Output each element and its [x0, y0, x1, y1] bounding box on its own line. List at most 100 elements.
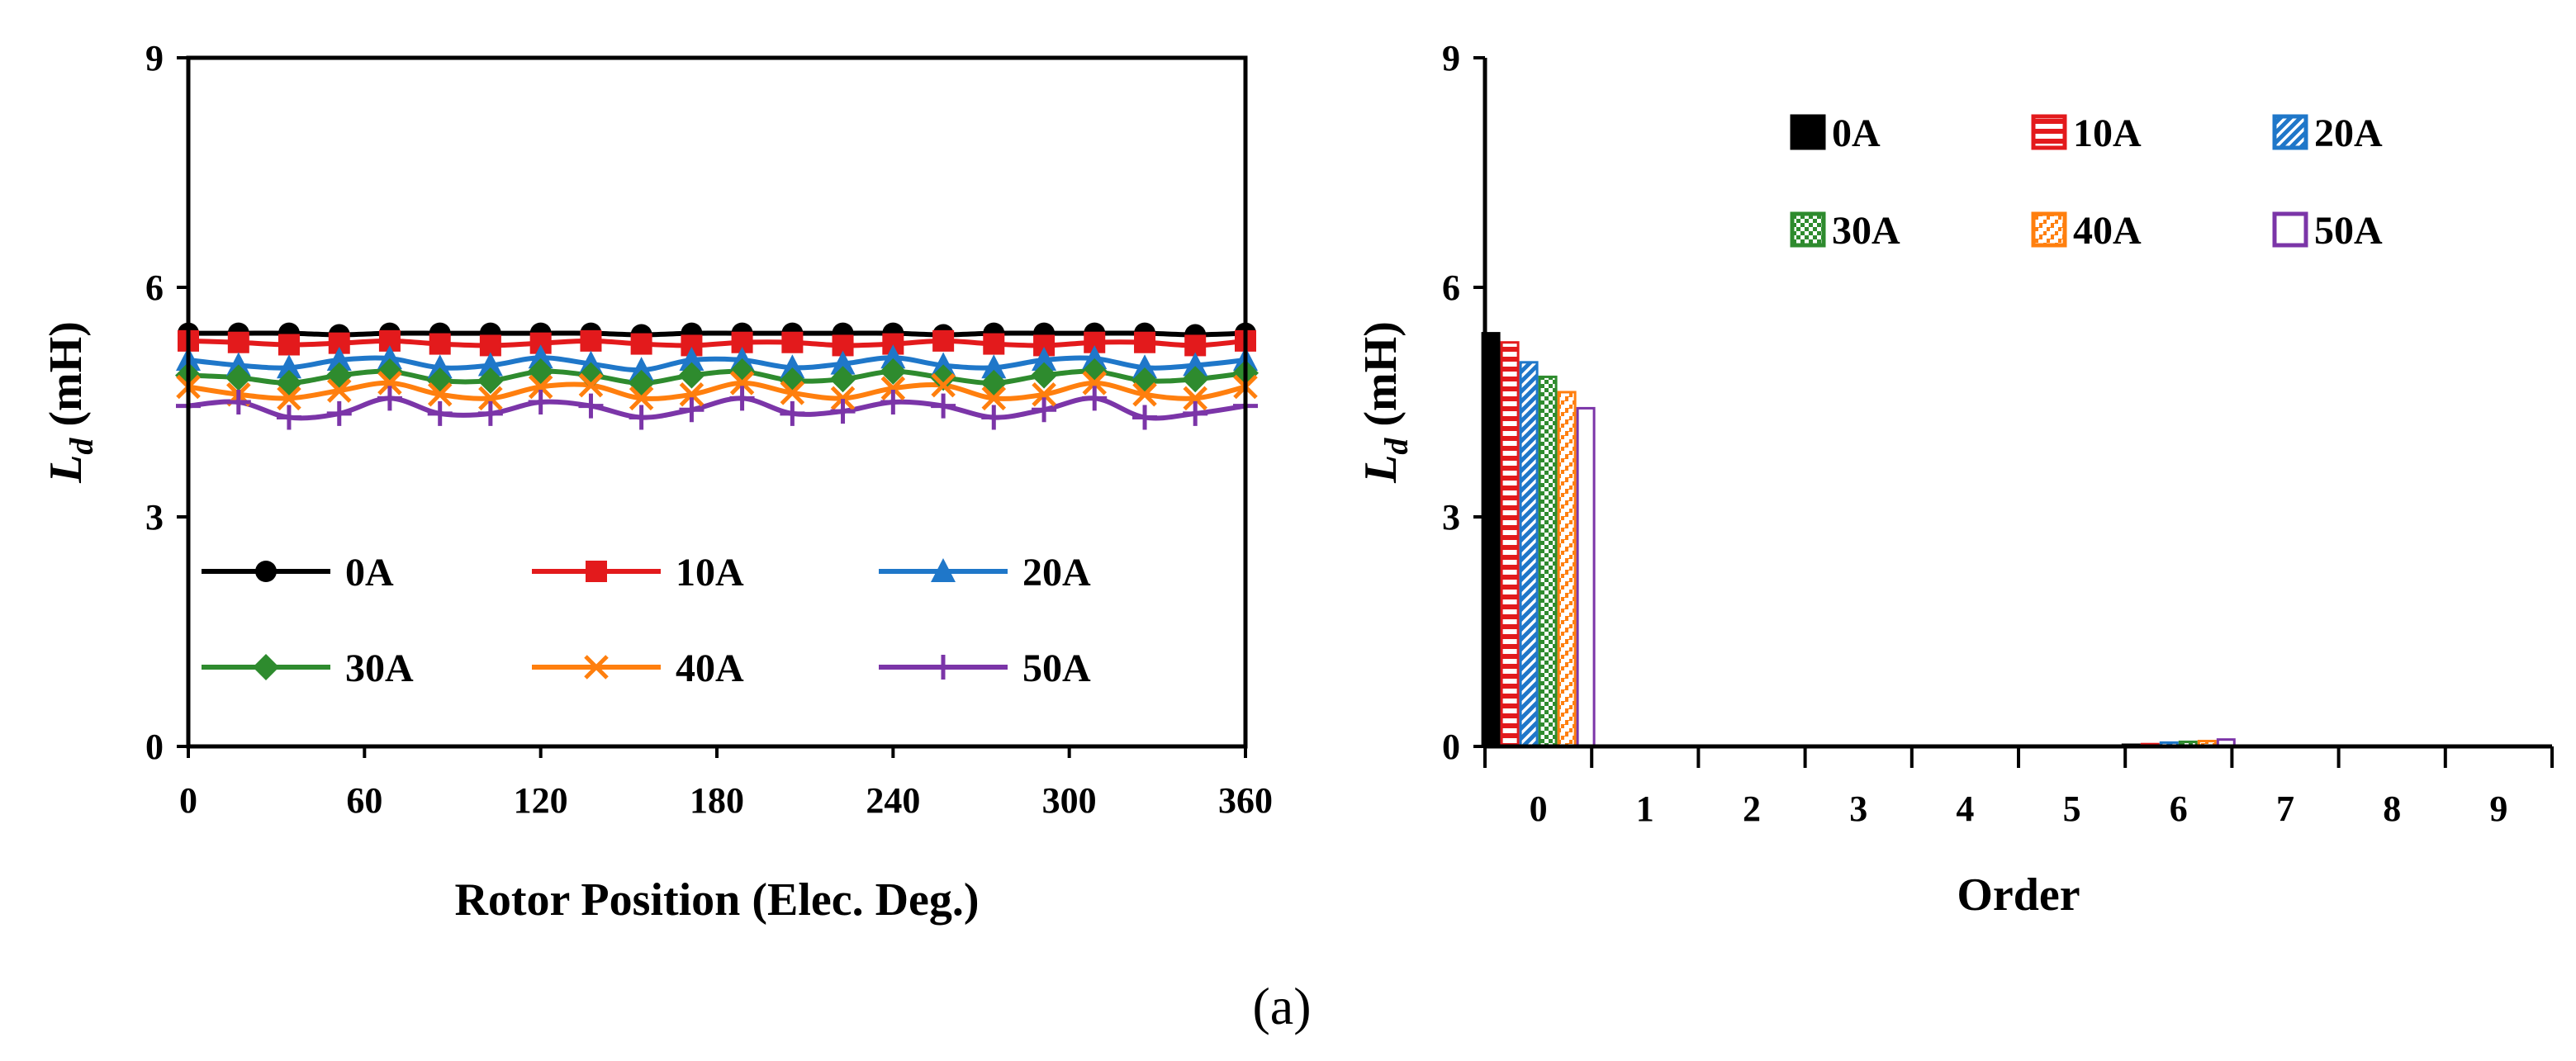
- left-y-tick-label: 6: [145, 268, 164, 308]
- data-point-40A: [729, 371, 755, 396]
- legend-item-20A: 20A: [2272, 111, 2383, 155]
- legend-item-10A: 10A: [2031, 111, 2142, 155]
- legend-swatch: [2272, 114, 2308, 150]
- legend-label: 10A: [2073, 111, 2142, 155]
- series-line-10A: [187, 338, 1246, 348]
- right-x-tick-label: 4: [1956, 789, 1974, 829]
- data-point-10A: [983, 333, 1005, 355]
- bar-40A-order-0: [1557, 391, 1577, 748]
- legend-label: 0A: [345, 551, 394, 594]
- data-point-10A: [1134, 331, 1156, 353]
- left-x-tick-label: 120: [514, 780, 568, 821]
- series-line-50A: [187, 396, 1246, 421]
- legend-marker: [931, 558, 956, 582]
- left-chart-series-lines: [187, 330, 1246, 421]
- right-y-tick-label: 0: [1442, 727, 1460, 767]
- bar-30A-order-0: [1538, 375, 1558, 748]
- right-y-tick-label: 9: [1442, 38, 1460, 78]
- right-x-tick-label: 5: [2063, 789, 2081, 829]
- data-point-50A: [931, 393, 956, 419]
- left-chart-x-axis-title: Rotor Position (Elec. Deg.): [454, 874, 979, 926]
- series-line-0A: [188, 330, 1246, 338]
- right-x-tick-label: 2: [1743, 789, 1761, 829]
- data-point-20A: [629, 357, 654, 381]
- data-point-40A: [1082, 371, 1108, 396]
- data-point-50A: [377, 386, 402, 411]
- data-point-50A: [1032, 397, 1057, 423]
- bar-chart-order: 0 3 6 9 0 1 2 3 4 5 6 7 8 9 0A 10A 20A 30A 40A 50A Order L…: [1355, 38, 2554, 921]
- data-point-30A: [1182, 366, 1209, 393]
- data-point-40A: [981, 386, 1007, 411]
- data-point-40A: [679, 381, 704, 407]
- legend-label: 40A: [2073, 209, 2142, 253]
- legend-label: 10A: [676, 551, 744, 594]
- right-x-tick-label: 7: [2276, 789, 2294, 829]
- data-point-30A: [880, 358, 907, 385]
- data-point-10A: [278, 334, 300, 356]
- left-x-tick-label: 240: [866, 780, 920, 821]
- left-chart-ticks: 0 3 6 9 0 60 120 180 240 300 360: [145, 38, 1273, 821]
- bar-50A-order-0: [1576, 406, 1596, 748]
- right-chart-ticks: 0 3 6 9 0 1 2 3 4 5 6 7 8 9: [1442, 38, 2554, 829]
- legend-label: 20A: [1022, 551, 1091, 594]
- legend-swatch: [1790, 211, 1826, 248]
- legend-label: 40A: [676, 647, 744, 690]
- left-x-tick-label: 60: [346, 780, 382, 821]
- data-point-30A: [628, 369, 655, 396]
- data-point-40A: [780, 381, 805, 405]
- legend-label: 50A: [1022, 647, 1091, 690]
- left-y-tick-label: 0: [145, 727, 164, 767]
- data-point-40A: [1032, 381, 1056, 407]
- data-point-20A: [1132, 354, 1158, 379]
- data-point-20A: [780, 354, 805, 379]
- data-point-40A: [578, 372, 604, 398]
- data-point-50A: [276, 405, 301, 430]
- figure-caption: (a): [1252, 977, 1311, 1035]
- data-point-10A: [429, 333, 451, 355]
- left-x-tick-label: 300: [1042, 780, 1097, 821]
- left-chart-series-markers: [175, 322, 1259, 430]
- data-point-30A: [678, 362, 705, 389]
- legend-item-30A: 30A: [202, 647, 414, 690]
- right-x-tick-label: 0: [1530, 789, 1548, 829]
- right-y-tick-label: 6: [1442, 268, 1460, 308]
- right-x-tick-label: 6: [2170, 789, 2188, 829]
- legend-label: 20A: [2314, 111, 2383, 155]
- series-line-40A: [187, 380, 1246, 401]
- data-point-50A: [477, 400, 503, 426]
- data-point-30A: [426, 367, 453, 395]
- legend-item-40A: 40A: [532, 647, 744, 690]
- data-point-40A: [1132, 381, 1157, 407]
- legend-label: 30A: [1832, 209, 1900, 253]
- data-point-20A: [1032, 347, 1057, 372]
- data-point-30A: [577, 362, 605, 389]
- data-point-10A: [580, 329, 602, 352]
- legend-label: 50A: [2314, 209, 2383, 253]
- data-point-30A: [527, 358, 554, 385]
- data-point-50A: [1082, 386, 1108, 411]
- legend-marker: [584, 655, 609, 680]
- data-point-20A: [981, 354, 1007, 379]
- data-point-20A: [1082, 345, 1108, 370]
- bar-20A-order-0: [1519, 361, 1539, 748]
- legend-swatch: [2031, 211, 2067, 248]
- legend-marker: [586, 561, 607, 582]
- data-point-50A: [679, 397, 704, 423]
- legend-item-40A: 40A: [2031, 209, 2142, 253]
- data-point-50A: [629, 405, 654, 430]
- data-point-20A: [427, 354, 453, 379]
- data-point-40A: [427, 381, 453, 407]
- data-point-20A: [477, 352, 503, 377]
- legend-item-0A: 0A: [1790, 111, 1881, 155]
- data-point-40A: [377, 371, 402, 396]
- data-point-10A: [781, 331, 804, 353]
- data-point-20A: [880, 344, 906, 369]
- data-point-30A: [477, 367, 504, 395]
- bar-10A-order-0: [1500, 341, 1520, 748]
- left-chart-legend: 0A 10A 20A 30A 40A 50A: [202, 551, 1091, 690]
- data-point-20A: [326, 347, 352, 372]
- data-point-40A: [880, 376, 906, 401]
- legend-item-50A: 50A: [879, 647, 1091, 690]
- data-point-10A: [227, 331, 249, 353]
- data-point-50A: [1183, 400, 1208, 426]
